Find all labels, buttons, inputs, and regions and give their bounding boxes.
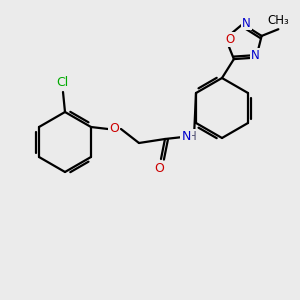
Text: N: N: [242, 16, 251, 29]
Text: O: O: [225, 33, 234, 46]
Text: N: N: [251, 49, 260, 62]
Text: O: O: [109, 122, 119, 134]
Text: Cl: Cl: [56, 76, 68, 88]
Text: N: N: [181, 130, 191, 142]
Text: O: O: [154, 163, 164, 176]
Text: H: H: [188, 130, 196, 142]
Text: CH₃: CH₃: [268, 14, 289, 27]
